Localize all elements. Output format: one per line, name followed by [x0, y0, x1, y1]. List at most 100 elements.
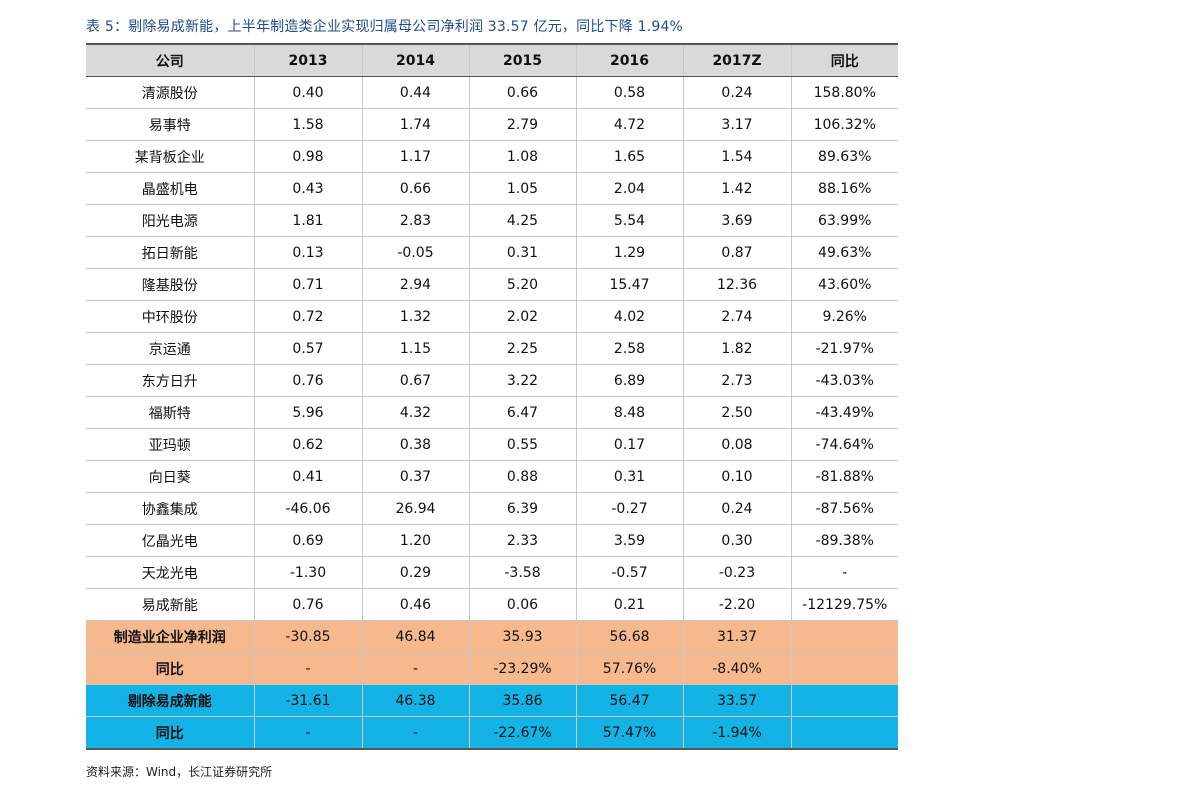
- summary-cell-yoy: [790, 620, 898, 653]
- cell-y2015: -3.58: [468, 556, 576, 589]
- summary-cell-y2016: 57.47%: [575, 716, 683, 750]
- header-2013: 2013: [253, 43, 362, 77]
- summary-cell-y2017z: -8.40%: [682, 652, 791, 685]
- cell-company: 拓日新能: [86, 236, 254, 269]
- cell-yoy: 9.26%: [790, 300, 898, 333]
- table-row: 晶盛机电 0.43 0.66 1.05 2.04 1.42 88.16%: [86, 172, 898, 205]
- cell-y2016: 3.59: [575, 524, 683, 557]
- cell-y2016: 1.29: [575, 236, 683, 269]
- cell-yoy: 89.63%: [790, 140, 898, 173]
- cell-y2016: 4.02: [575, 300, 683, 333]
- cell-y2017z: 3.17: [682, 108, 791, 141]
- cell-y2013: -1.30: [253, 556, 362, 589]
- cell-y2015: 2.02: [468, 300, 576, 333]
- cell-yoy: -: [790, 556, 898, 589]
- cell-company: 东方日升: [86, 364, 254, 397]
- cell-y2014: 26.94: [361, 492, 469, 525]
- source-note: 资料来源：Wind，长江证券研究所: [86, 765, 273, 779]
- cell-y2014: 4.32: [361, 396, 469, 429]
- profit-table: 公司 2013 2014 2015 2016 2017Z 同比 清源股份 0.40…: [86, 43, 898, 750]
- cell-y2017z: 2.74: [682, 300, 791, 333]
- table-row: 向日葵 0.41 0.37 0.88 0.31 0.10 -81.88%: [86, 460, 898, 493]
- table-title: 表 5：剔除易成新能，上半年制造类企业实现归属母公司净利润 33.57 亿元，同…: [86, 19, 684, 35]
- cell-y2017z: 0.87: [682, 236, 791, 269]
- summary-cell-company: 剔除易成新能: [86, 684, 254, 717]
- cell-y2017z: -2.20: [682, 588, 791, 621]
- cell-y2017z: 0.30: [682, 524, 791, 557]
- cell-y2017z: 2.73: [682, 364, 791, 397]
- cell-y2013: -46.06: [253, 492, 362, 525]
- cell-y2015: 0.06: [468, 588, 576, 621]
- table-row: 中环股份 0.72 1.32 2.02 4.02 2.74 9.26%: [86, 300, 898, 333]
- cell-yoy: 63.99%: [790, 204, 898, 237]
- cell-yoy: -87.56%: [790, 492, 898, 525]
- cell-y2017z: 2.50: [682, 396, 791, 429]
- cell-company: 福斯特: [86, 396, 254, 429]
- summary-cell-y2013: -31.61: [253, 684, 362, 717]
- cell-y2017z: 1.54: [682, 140, 791, 173]
- cell-y2016: 2.58: [575, 332, 683, 365]
- summary-cell-company: 同比: [86, 716, 254, 750]
- summary-cell-y2014: -: [361, 716, 469, 750]
- cell-y2015: 0.31: [468, 236, 576, 269]
- cell-yoy: -43.03%: [790, 364, 898, 397]
- summary-cell-company: 制造业企业净利润: [86, 620, 254, 653]
- cell-y2014: 1.17: [361, 140, 469, 173]
- table-row: 亿晶光电 0.69 1.20 2.33 3.59 0.30 -89.38%: [86, 524, 898, 557]
- cell-y2014: 0.44: [361, 76, 469, 109]
- cell-y2014: 0.37: [361, 460, 469, 493]
- cell-company: 隆基股份: [86, 268, 254, 301]
- table-row: 东方日升 0.76 0.67 3.22 6.89 2.73 -43.03%: [86, 364, 898, 397]
- cell-y2014: 1.32: [361, 300, 469, 333]
- summary-cell-y2017z: -1.94%: [682, 716, 791, 750]
- cell-y2016: 8.48: [575, 396, 683, 429]
- cell-yoy: -12129.75%: [790, 588, 898, 621]
- header-2016: 2016: [575, 43, 683, 77]
- cell-company: 清源股份: [86, 76, 254, 109]
- cell-company: 协鑫集成: [86, 492, 254, 525]
- cell-y2013: 1.81: [253, 204, 362, 237]
- cell-company: 向日葵: [86, 460, 254, 493]
- cell-y2017z: -0.23: [682, 556, 791, 589]
- cell-y2014: 0.67: [361, 364, 469, 397]
- cell-y2013: 0.41: [253, 460, 362, 493]
- summary-cell-y2013: -: [253, 716, 362, 750]
- summary-row: 制造业企业净利润 -30.85 46.84 35.93 56.68 31.37: [86, 620, 898, 653]
- cell-y2016: 0.58: [575, 76, 683, 109]
- cell-y2015: 5.20: [468, 268, 576, 301]
- cell-y2015: 6.47: [468, 396, 576, 429]
- cell-yoy: 158.80%: [790, 76, 898, 109]
- cell-y2015: 2.79: [468, 108, 576, 141]
- cell-y2016: 15.47: [575, 268, 683, 301]
- cell-y2013: 0.57: [253, 332, 362, 365]
- summary-cell-yoy: [790, 652, 898, 685]
- summary-cell-y2013: -30.85: [253, 620, 362, 653]
- cell-y2016: 0.31: [575, 460, 683, 493]
- table-row: 易成新能 0.76 0.46 0.06 0.21 -2.20 -12129.75%: [86, 588, 898, 621]
- cell-yoy: -21.97%: [790, 332, 898, 365]
- table-row: 某背板企业 0.98 1.17 1.08 1.65 1.54 89.63%: [86, 140, 898, 173]
- cell-y2017z: 0.10: [682, 460, 791, 493]
- table-row: 福斯特 5.96 4.32 6.47 8.48 2.50 -43.49%: [86, 396, 898, 429]
- cell-company: 亚玛顿: [86, 428, 254, 461]
- table-row: 协鑫集成 -46.06 26.94 6.39 -0.27 0.24 -87.56%: [86, 492, 898, 525]
- summary-cell-y2016: 56.68: [575, 620, 683, 653]
- header-2014: 2014: [361, 43, 469, 77]
- summary-row: 同比 - - -22.67% 57.47% -1.94%: [86, 716, 898, 750]
- header-row: 公司 2013 2014 2015 2016 2017Z 同比: [86, 43, 898, 77]
- cell-y2016: 4.72: [575, 108, 683, 141]
- cell-y2013: 0.13: [253, 236, 362, 269]
- summary-cell-y2017z: 31.37: [682, 620, 791, 653]
- cell-yoy: 43.60%: [790, 268, 898, 301]
- table-row: 阳光电源 1.81 2.83 4.25 5.54 3.69 63.99%: [86, 204, 898, 237]
- table-row: 拓日新能 0.13 -0.05 0.31 1.29 0.87 49.63%: [86, 236, 898, 269]
- cell-y2015: 0.66: [468, 76, 576, 109]
- cell-y2013: 0.76: [253, 364, 362, 397]
- summary-cell-y2017z: 33.57: [682, 684, 791, 717]
- cell-company: 晶盛机电: [86, 172, 254, 205]
- cell-yoy: -81.88%: [790, 460, 898, 493]
- cell-y2015: 1.05: [468, 172, 576, 205]
- header-2015: 2015: [468, 43, 576, 77]
- summary-cell-y2015: 35.93: [468, 620, 576, 653]
- cell-y2016: 6.89: [575, 364, 683, 397]
